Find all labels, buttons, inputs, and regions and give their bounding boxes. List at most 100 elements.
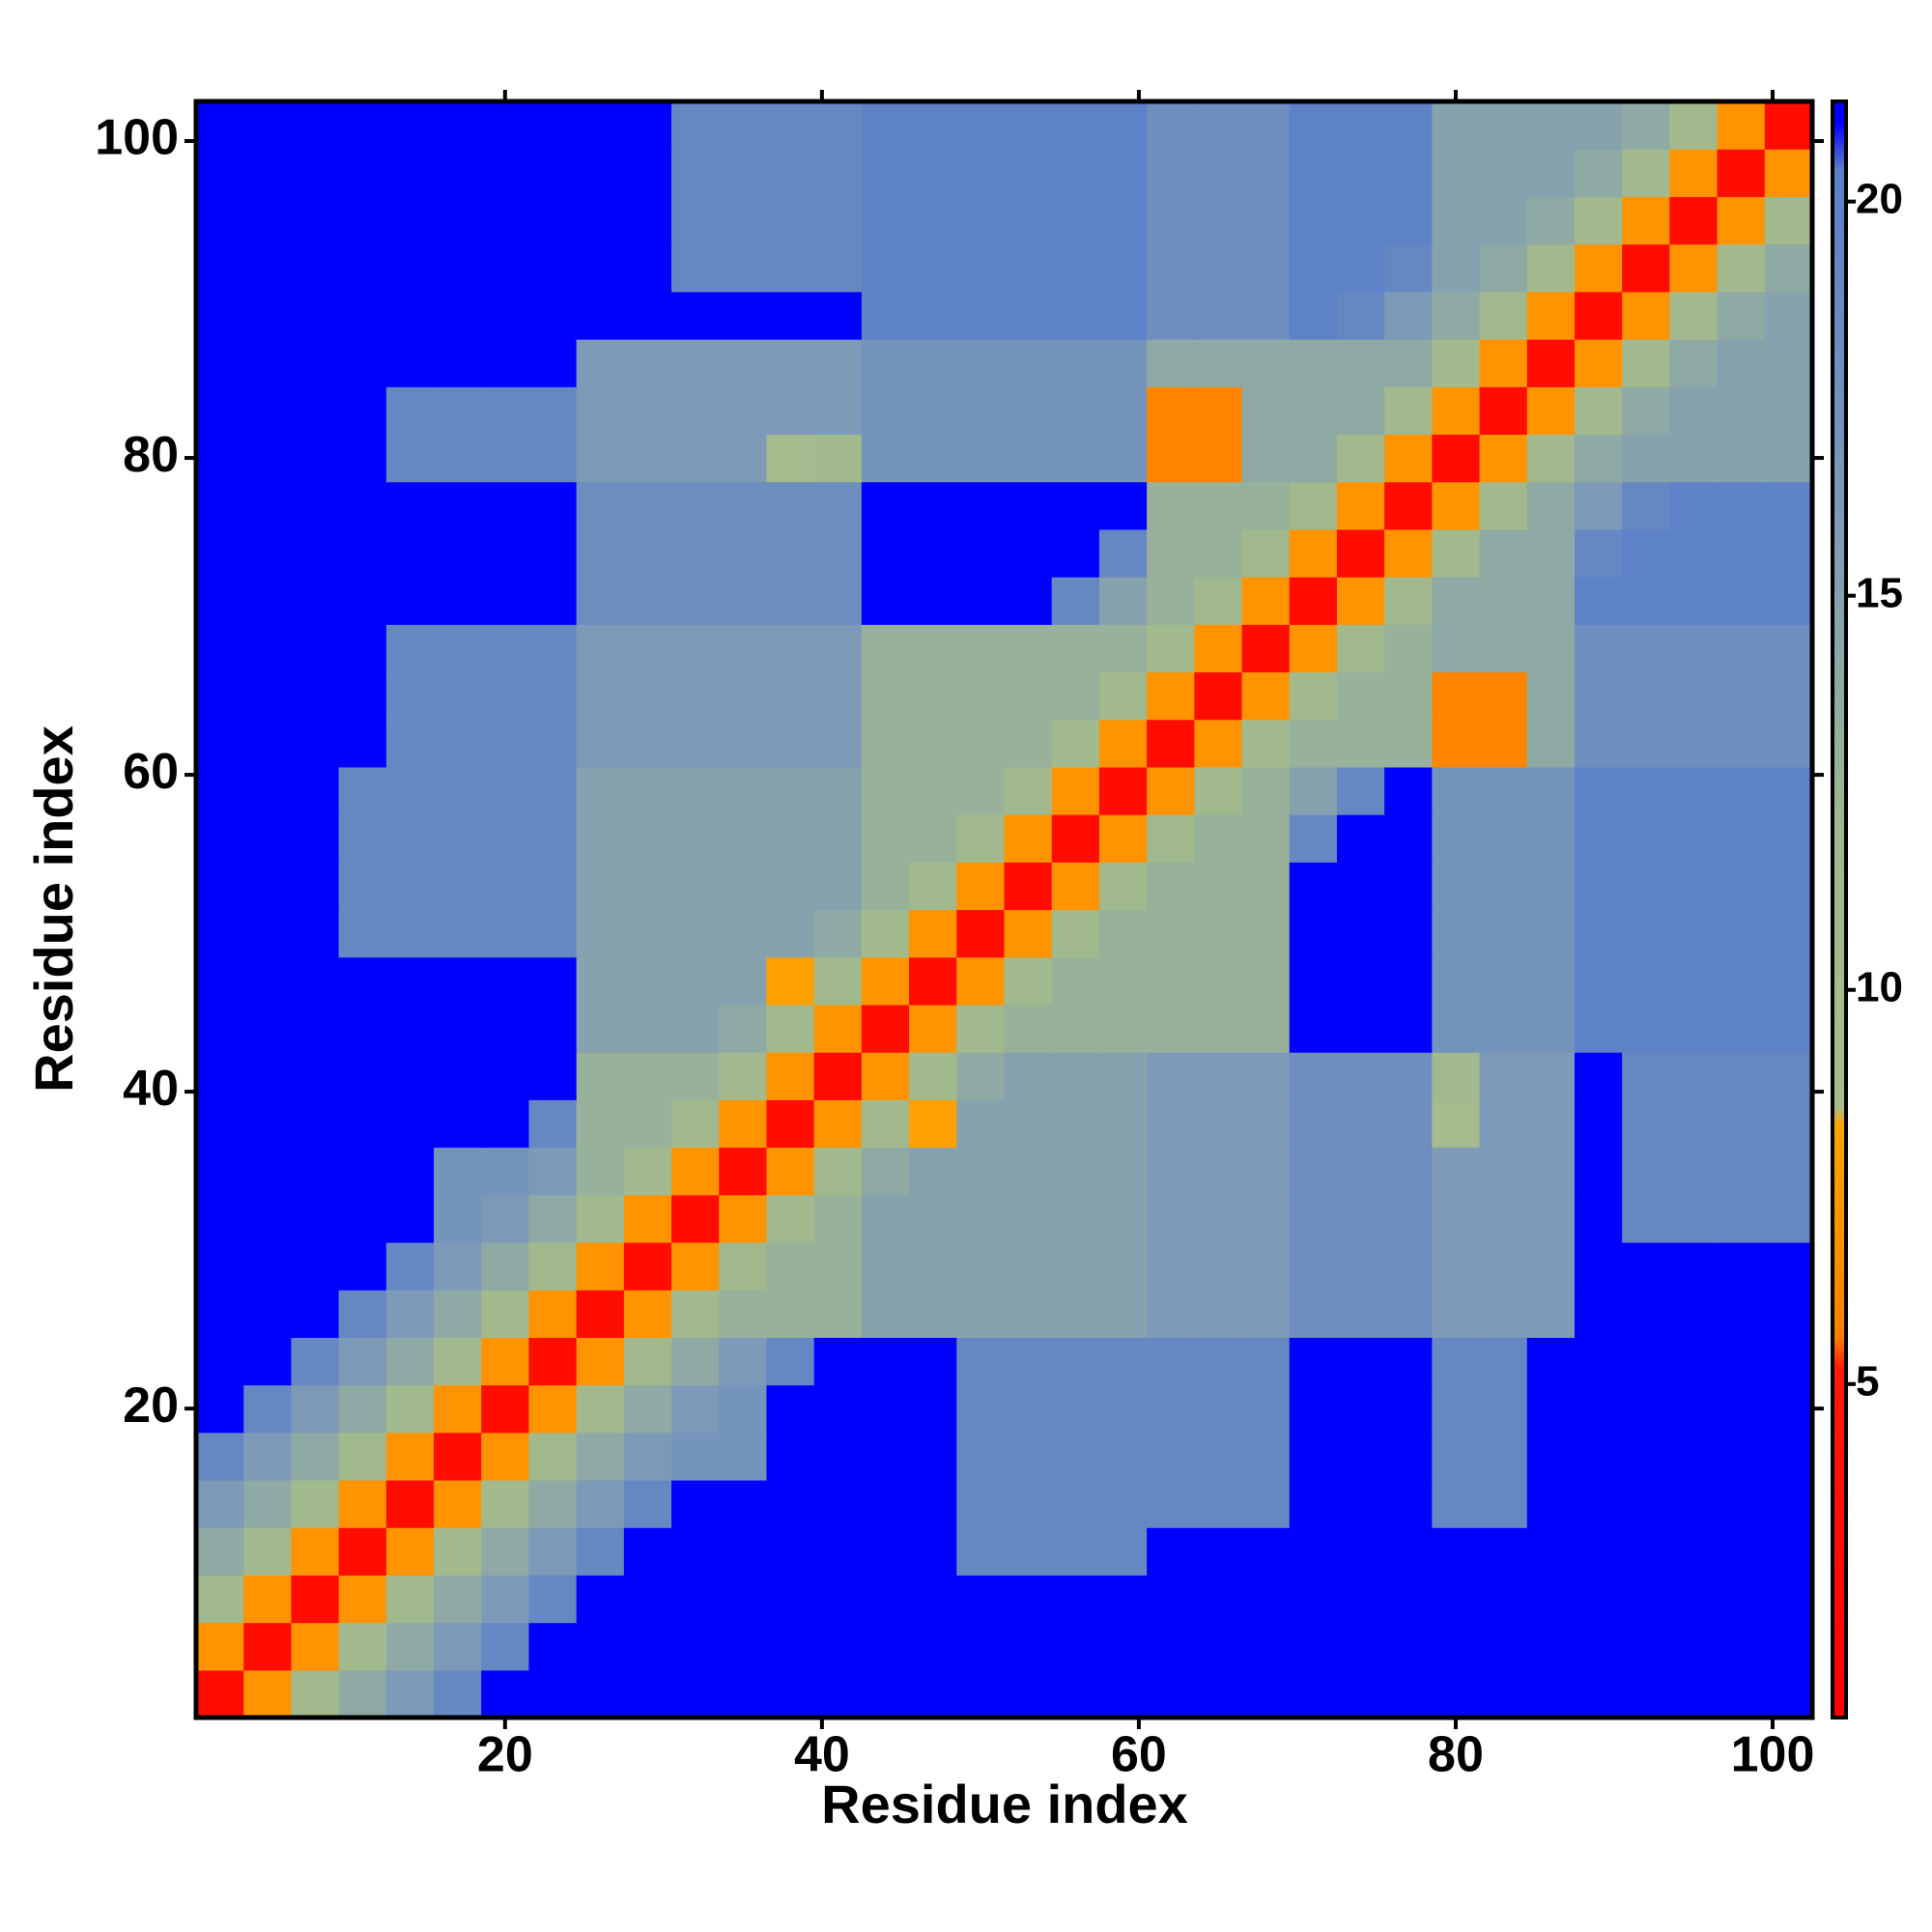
heatmap-cell: [1526, 1194, 1576, 1243]
heatmap-cell: [719, 196, 768, 245]
heatmap-cell: [1289, 1575, 1338, 1624]
heatmap-cell: [1336, 196, 1385, 245]
heatmap-cell: [1147, 291, 1195, 340]
heatmap-cell: [1764, 386, 1813, 436]
heatmap-cell: [1336, 1099, 1385, 1149]
heatmap-cell: [1432, 149, 1481, 198]
heatmap-cell: [1147, 766, 1195, 815]
heatmap-cell: [1147, 1622, 1195, 1671]
heatmap-cell: [291, 1622, 340, 1671]
heatmap-cell: [576, 766, 625, 815]
heatmap-cell: [196, 149, 244, 198]
heatmap-cell: [719, 909, 768, 958]
heatmap-cell: [1432, 1432, 1481, 1481]
heatmap-cell: [1764, 1052, 1813, 1100]
heatmap-cell: [1669, 766, 1719, 815]
heatmap-cell: [528, 243, 578, 293]
heatmap-cell: [909, 1052, 957, 1100]
heatmap-cell: [1622, 434, 1670, 483]
heatmap-cell: [1336, 814, 1385, 863]
heatmap-cell: [909, 862, 957, 911]
heatmap-cell: [1147, 196, 1195, 245]
heatmap-cell: [1336, 1622, 1385, 1671]
heatmap-cell: [1004, 624, 1053, 673]
heatmap-cell: [1432, 1099, 1481, 1149]
heatmap-cell: [719, 101, 768, 150]
heatmap-cell: [861, 243, 910, 293]
heatmap-cell: [1289, 671, 1338, 721]
heatmap-cell: [291, 1669, 340, 1719]
heatmap-cell: [528, 1290, 578, 1338]
heatmap-cell: [1051, 577, 1100, 625]
heatmap-cell: [861, 1099, 910, 1149]
heatmap-cell: [338, 243, 387, 293]
heatmap-cell: [576, 1384, 625, 1434]
heatmap-cell: [1574, 909, 1623, 958]
heatmap-cell: [861, 1527, 910, 1576]
heatmap-cell: [196, 1622, 244, 1671]
heatmap-cell: [1241, 671, 1291, 721]
heatmap-cell: [1384, 1432, 1433, 1481]
heatmap-cell: [576, 196, 625, 245]
heatmap-cell: [1622, 862, 1670, 911]
heatmap-cell: [813, 956, 863, 1006]
heatmap-cell: [576, 1669, 625, 1719]
heatmap-cell: [1432, 719, 1481, 768]
heatmap-cell: [1669, 1337, 1719, 1386]
heatmap-cell: [956, 1004, 1006, 1053]
heatmap-cell: [1098, 671, 1148, 721]
heatmap-cell: [1479, 1290, 1528, 1338]
heatmap-cell: [1336, 1575, 1385, 1624]
heatmap-cell: [766, 719, 815, 768]
heatmap-cell: [196, 1575, 244, 1624]
heatmap-cell: [576, 577, 625, 625]
heatmap-cell: [1717, 243, 1766, 293]
heatmap-cell: [1432, 1622, 1481, 1671]
heatmap-cell: [909, 196, 957, 245]
heatmap-cell: [1622, 1384, 1670, 1434]
heatmap-cell: [1526, 1432, 1576, 1481]
heatmap-cell: [1479, 101, 1528, 150]
heatmap-cell: [623, 1052, 672, 1100]
heatmap-cell: [385, 766, 435, 815]
heatmap-cell: [1526, 956, 1576, 1006]
heatmap-cell: [766, 101, 815, 150]
heatmap-cell: [813, 481, 863, 530]
heatmap-cell: [1051, 1575, 1100, 1624]
heatmap-cell: [623, 719, 672, 768]
heatmap-cell: [1717, 719, 1766, 768]
heatmap-cell: [909, 1194, 957, 1243]
heatmap-cell: [1669, 1669, 1719, 1719]
heatmap-cell: [909, 1099, 957, 1149]
heatmap-cell: [1717, 1052, 1766, 1100]
heatmap-cell: [338, 1194, 387, 1243]
heatmap-cell: [956, 909, 1006, 958]
heatmap-cell: [1622, 101, 1670, 150]
heatmap-cell: [528, 1669, 578, 1719]
heatmap-cell: [671, 862, 720, 911]
heatmap-cell: [1574, 862, 1623, 911]
heatmap-cell: [623, 196, 672, 245]
heatmap-cell: [1479, 149, 1528, 198]
heatmap-cell: [1194, 1147, 1243, 1196]
heatmap-cell: [1384, 1575, 1433, 1624]
heatmap-cell: [1241, 339, 1291, 387]
heatmap-cell: [1479, 624, 1528, 673]
heatmap-cell: [1194, 1290, 1243, 1338]
heatmap-cell: [1622, 624, 1670, 673]
heatmap-cell: [1384, 577, 1433, 625]
heatmap-cell: [909, 909, 957, 958]
heatmap-cell: [1098, 862, 1148, 911]
heatmap-cell: [1526, 481, 1576, 530]
heatmap-cell: [528, 814, 578, 863]
heatmap-cell: [861, 1384, 910, 1434]
heatmap-cell: [196, 1241, 244, 1291]
heatmap-cell: [338, 1527, 387, 1576]
heatmap-cell: [813, 434, 863, 483]
heatmap-cell: [623, 1669, 672, 1719]
heatmap-cell: [1051, 149, 1100, 198]
heatmap-cell: [1717, 1290, 1766, 1338]
heatmap-cell: [385, 434, 435, 483]
heatmap-cell: [576, 1099, 625, 1149]
heatmap-cell: [1098, 1527, 1148, 1576]
